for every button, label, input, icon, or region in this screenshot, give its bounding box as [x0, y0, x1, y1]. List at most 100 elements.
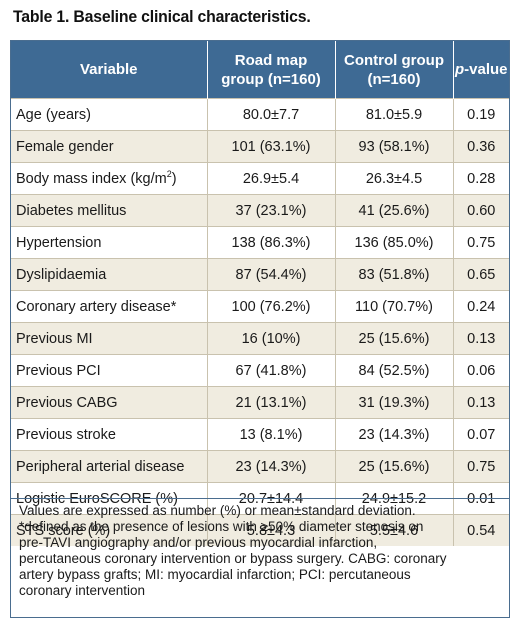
cell-control: 83 (51.8%) — [335, 258, 454, 291]
cell-control: 5.5±4.6 — [335, 514, 454, 546]
table-title: Table 1. Baseline clinical characteristi… — [13, 7, 311, 26]
cell-control: 110 (70.7%) — [335, 290, 454, 323]
cell-road-map: 21 (13.1%) — [207, 386, 336, 419]
table-row: Body mass index (kg/m2) 26.9±5.4 26.3±4.5 0… — [11, 162, 509, 195]
cell-variable: Previous stroke — [11, 418, 208, 451]
cell-variable: Previous MI — [11, 322, 208, 355]
cell-pvalue: 0.60 — [453, 194, 509, 227]
cell-pvalue: 0.54 — [453, 514, 509, 546]
cell-variable: Coronary artery disease* — [11, 290, 208, 323]
table-row: Female gender 101 (63.1%) 93 (58.1%) 0.36 — [11, 130, 509, 163]
cell-variable: Peripheral arterial disease — [11, 450, 208, 483]
cell-road-map: 87 (54.4%) — [207, 258, 336, 291]
cell-variable: Body mass index (kg/m2) — [11, 162, 208, 195]
cell-control: 81.0±5.9 — [335, 98, 454, 131]
cell-pvalue: 0.36 — [453, 130, 509, 163]
cell-variable-superscript: 2 — [166, 168, 172, 179]
cell-control: 84 (52.5%) — [335, 354, 454, 387]
cell-pvalue: 0.19 — [453, 98, 509, 131]
cell-road-map: 67 (41.8%) — [207, 354, 336, 387]
cell-pvalue: 0.07 — [453, 418, 509, 451]
header-pvalue-rest: -value — [464, 61, 508, 78]
table-frame — [10, 40, 510, 618]
footnote-line-3: pre-TAVI angiography and/or previous myo… — [19, 535, 378, 550]
cell-variable-text: Body mass index (kg/m — [16, 170, 167, 187]
cell-variable: Age (years) — [11, 98, 208, 131]
cell-control: 136 (85.0%) — [335, 226, 454, 259]
table-row: Diabetes mellitus 37 (23.1%) 41 (25.6%) 0.6… — [11, 194, 509, 227]
cell-variable-text: Hypertension — [16, 234, 102, 251]
cell-road-map: 80.0±7.7 — [207, 98, 336, 131]
cell-road-map: 23 (14.3%) — [207, 450, 336, 483]
cell-variable-text: Peripheral arterial disease — [16, 458, 185, 475]
table-row: Coronary artery disease* 100 (76.2%) 110 (… — [11, 290, 509, 323]
cell-pvalue: 0.06 — [453, 354, 509, 387]
cell-variable-text: Coronary artery disease* — [16, 298, 177, 315]
cell-control: 31 (19.3%) — [335, 386, 454, 419]
cell-road-map: 26.9±5.4 — [207, 162, 336, 195]
cell-variable: Hypertension — [11, 226, 208, 259]
cell-pvalue: 0.75 — [453, 226, 509, 259]
table-row: Previous PCI 67 (41.8%) 84 (52.5%) 0.06 — [11, 354, 509, 387]
table-row: Dyslipidaemia 87 (54.4%) 83 (51.8%) 0.65 — [11, 258, 509, 291]
cell-control: 25 (15.6%) — [335, 322, 454, 355]
cell-road-map: 101 (63.1%) — [207, 130, 336, 163]
cell-variable-text: Female gender — [16, 138, 114, 155]
cell-pvalue: 0.13 — [453, 322, 509, 355]
header-control-line2: (n=160) — [367, 70, 421, 88]
cell-control: 26.3±4.5 — [335, 162, 454, 195]
header-row: Variable Road map group (n=160) Control … — [11, 41, 509, 99]
cell-variable-text: STS score (%) — [16, 522, 111, 539]
header-control: Control group (n=160) — [335, 41, 454, 99]
header-road-map: Road map group (n=160) — [207, 41, 336, 99]
header-control-line1: Control group — [344, 51, 444, 69]
header-pvalue-italic: p — [454, 61, 465, 78]
footnote-line-6: coronary intervention — [19, 583, 146, 598]
cell-variable: Female gender — [11, 130, 208, 163]
table-footnote: Values are expressed as number (%) or me… — [11, 498, 509, 617]
cell-variable: Diabetes mellitus — [11, 194, 208, 227]
cell-variable-text: Previous MI — [16, 330, 93, 347]
cell-pvalue: 0.65 — [453, 258, 509, 291]
cell-variable: Previous PCI — [11, 354, 208, 387]
cell-road-map: 16 (10%) — [207, 322, 336, 355]
table-row: Age (years) 80.0±7.7 81.0±5.9 0.19 — [11, 98, 509, 131]
cell-control: 23 (14.3%) — [335, 418, 454, 451]
cell-road-map: 138 (86.3%) — [207, 226, 336, 259]
cell-variable-text: Previous PCI — [16, 362, 101, 379]
footnote-line-2: *defined as the presence of lesions with… — [19, 519, 424, 534]
header-variable: Variable — [11, 41, 208, 99]
table-row: Hypertension 138 (86.3%) 136 (85.0%) 0.75 — [11, 226, 509, 259]
cell-road-map: 5.8±4.3 — [207, 514, 336, 546]
footnote-line-5: artery bypass grafts; MI: myocardial inf… — [19, 567, 411, 582]
table-row: Peripheral arterial disease 23 (14.3%) 25 … — [11, 450, 509, 483]
cell-road-map: 100 (76.2%) — [207, 290, 336, 323]
cell-variable: Previous CABG — [11, 386, 208, 419]
table-row: STS score (%) 5.8±4.3 5.5±4.6 0.54 — [11, 514, 509, 546]
cell-control: 25 (15.6%) — [335, 450, 454, 483]
header-pvalue: p-value — [453, 41, 509, 99]
cell-control: 41 (25.6%) — [335, 194, 454, 227]
cell-pvalue: 0.24 — [453, 290, 509, 323]
table-row: Previous CABG 21 (13.1%) 31 (19.3%) 0.13 — [11, 386, 509, 419]
cell-pvalue: 0.75 — [453, 450, 509, 483]
cell-variable-text: Dyslipidaemia — [16, 266, 107, 283]
cell-variable-text: Previous stroke — [16, 426, 116, 443]
header-road-map-line1: Road map — [234, 51, 308, 69]
cell-road-map: 37 (23.1%) — [207, 194, 336, 227]
cell-variable-suffix: ) — [171, 170, 177, 187]
table-row: Previous stroke 13 (8.1%) 23 (14.3%) 0.07 — [11, 418, 509, 451]
header-road-map-line2: group (n=160) — [221, 70, 321, 88]
cell-variable-text: Age (years) — [16, 106, 91, 123]
baseline-table: Variable Road map group (n=160) Control … — [11, 41, 509, 546]
footnote-line-4: percutaneous coronary intervention or by… — [19, 551, 447, 566]
cell-road-map: 13 (8.1%) — [207, 418, 336, 451]
cell-variable-text: Diabetes mellitus — [16, 202, 127, 219]
cell-pvalue: 0.28 — [453, 162, 509, 195]
cell-variable: Dyslipidaemia — [11, 258, 208, 291]
footnote-line-1: Values are expressed as number (%) or me… — [19, 503, 416, 518]
cell-variable: STS score (%) — [11, 514, 208, 546]
cell-variable-text: Previous CABG — [16, 394, 118, 411]
cell-control: 93 (58.1%) — [335, 130, 454, 163]
table-row: Previous MI 16 (10%) 25 (15.6%) 0.13 — [11, 322, 509, 355]
